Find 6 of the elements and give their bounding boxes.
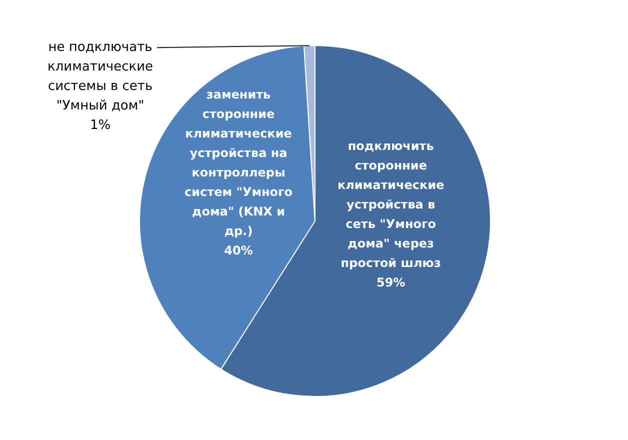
data-label: 59% <box>376 275 406 290</box>
data-label: 1% <box>90 118 111 133</box>
slice-label: не подключать климатические системы в сеть "Умный дом" <box>48 40 154 114</box>
data-label: 40% <box>224 243 253 258</box>
slice-label: заменить сторонние климатические устройства на контроллеры систем "Умного дома" (KNX и др.) <box>184 87 293 238</box>
slice-label: подключить сторонние климатические устройства в сеть "Умного дома" через простой шлюз <box>337 138 444 270</box>
